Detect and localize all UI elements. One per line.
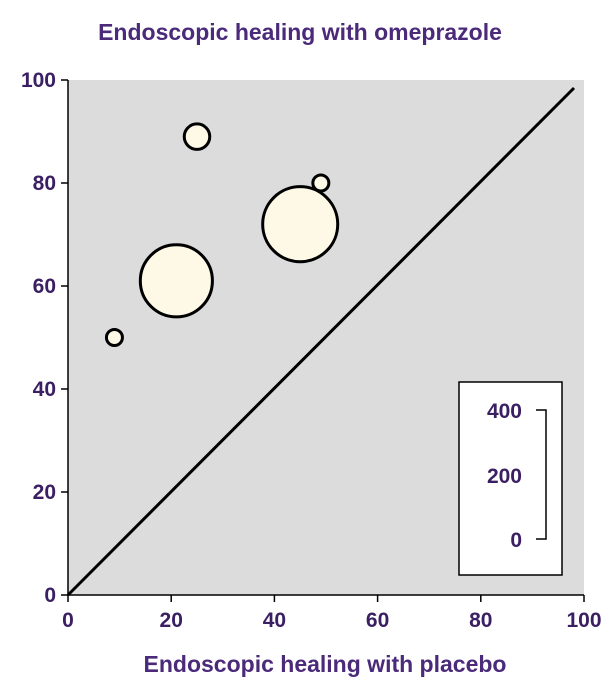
x-tick-label: 60 [366,609,389,632]
size-legend: 400 200 0 [458,381,563,576]
chart-title: Endoscopic healing with omeprazole [98,19,502,45]
x-tick-label: 40 [263,609,286,632]
bubble-series [104,122,340,347]
y-tick-label: 0 [44,584,56,607]
size-legend-label: 0 [510,529,522,552]
bubble-point [138,243,214,319]
y-tick-label: 100 [21,69,56,92]
size-legend-label: 400 [487,400,522,423]
x-tick-label: 20 [160,609,183,632]
reference-line [66,86,576,597]
bubble-point [261,185,340,264]
size-legend-label: 200 [487,465,522,488]
bubble-point [182,122,212,151]
x-tick-label: 80 [469,609,492,632]
bubble-point [311,173,331,193]
y-axis: 0 20 40 60 80 100 [21,69,69,607]
x-axis-label: Endoscopic healing with placebo [144,651,507,677]
x-tick-label: 100 [566,609,601,632]
bubble-point [104,328,124,347]
x-tick-label: 0 [62,609,74,632]
size-legend-box [458,381,563,576]
size-legend-scale [536,409,547,540]
y-tick-label: 80 [33,172,56,195]
x-axis: 0 20 40 60 80 100 [62,594,602,632]
y-tick-label: 60 [33,275,56,298]
y-tick-label: 20 [33,481,56,504]
y-tick-label: 40 [33,378,56,401]
